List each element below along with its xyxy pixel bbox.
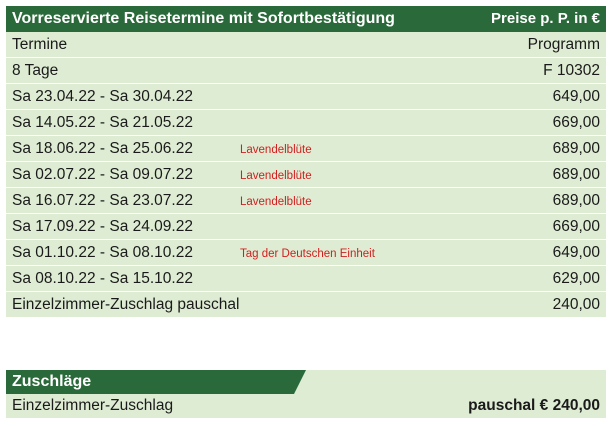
price: 649,00 [552,244,600,261]
table-row: Sa 23.04.22 - Sa 30.04.22 649,00 [6,84,606,110]
table-row: Sa 02.07.22 - Sa 09.07.22 Lavendelblüte … [6,162,606,188]
single-room-row: Einzelzimmer-Zuschlag pauschal 240,00 [6,292,606,318]
table-title: Vorreservierte Reisetermine mit Sofortbe… [12,10,395,27]
date-note: Lavendelblüte [240,144,312,156]
column-header-dates: Termine [12,36,68,53]
table-row: Sa 08.10.22 - Sa 15.10.22 629,00 [6,266,606,292]
price: 689,00 [552,140,600,157]
table-row: Sa 17.09.22 - Sa 24.09.22 669,00 [6,214,606,240]
dates-table: Vorreservierte Reisetermine mit Sofortbe… [6,6,606,318]
column-header-program: Programm [527,36,600,53]
price: 669,00 [552,114,600,131]
date-note: Tag der Deutschen Einheit [240,248,375,260]
date-note: Lavendelblüte [240,196,312,208]
surcharges-table: Zuschläge Einzelzimmer-Zuschlag pauschal… [6,370,606,418]
surcharges-title: Zuschläge [12,373,92,390]
duration-label: 8 Tage [12,62,59,79]
date-range: Sa 14.05.22 - Sa 21.05.22 [12,114,193,131]
date-range: Sa 01.10.22 - Sa 08.10.22 [12,244,193,261]
column-header-row: Termine Programm [6,32,606,58]
program-code: F 10302 [543,62,600,79]
date-range: Sa 02.07.22 - Sa 09.07.22 [12,166,193,183]
price: 669,00 [552,218,600,235]
date-range: Sa 17.09.22 - Sa 24.09.22 [12,218,193,235]
duration-row: 8 Tage F 10302 [6,58,606,84]
price: 689,00 [552,192,600,209]
date-range: Sa 18.06.22 - Sa 25.06.22 [12,140,193,157]
surcharge-price: pauschal € 240,00 [468,397,600,414]
price-label: Preise p. P. in € [491,10,600,27]
surcharges-header: Zuschläge [6,370,606,394]
surcharges-tab [6,370,306,394]
surcharge-label: Einzelzimmer-Zuschlag [12,397,174,414]
date-range: Sa 08.10.22 - Sa 15.10.22 [12,270,193,287]
table-row: Sa 14.05.22 - Sa 21.05.22 669,00 [6,110,606,136]
dates-table-header: Vorreservierte Reisetermine mit Sofortbe… [6,6,606,32]
table-row: Sa 16.07.22 - Sa 23.07.22 Lavendelblüte … [6,188,606,214]
table-row: Sa 18.06.22 - Sa 25.06.22 Lavendelblüte … [6,136,606,162]
single-room-price: 240,00 [552,296,600,313]
table-row: Sa 01.10.22 - Sa 08.10.22 Tag der Deutsc… [6,240,606,266]
surcharge-row: Einzelzimmer-Zuschlag pauschal € 240,00 [6,394,606,418]
price: 629,00 [552,270,600,287]
date-range: Sa 23.04.22 - Sa 30.04.22 [12,88,193,105]
single-room-label: Einzelzimmer-Zuschlag pauschal [12,296,240,313]
price: 689,00 [552,166,600,183]
price: 649,00 [552,88,600,105]
date-range: Sa 16.07.22 - Sa 23.07.22 [12,192,193,209]
date-note: Lavendelblüte [240,170,312,182]
